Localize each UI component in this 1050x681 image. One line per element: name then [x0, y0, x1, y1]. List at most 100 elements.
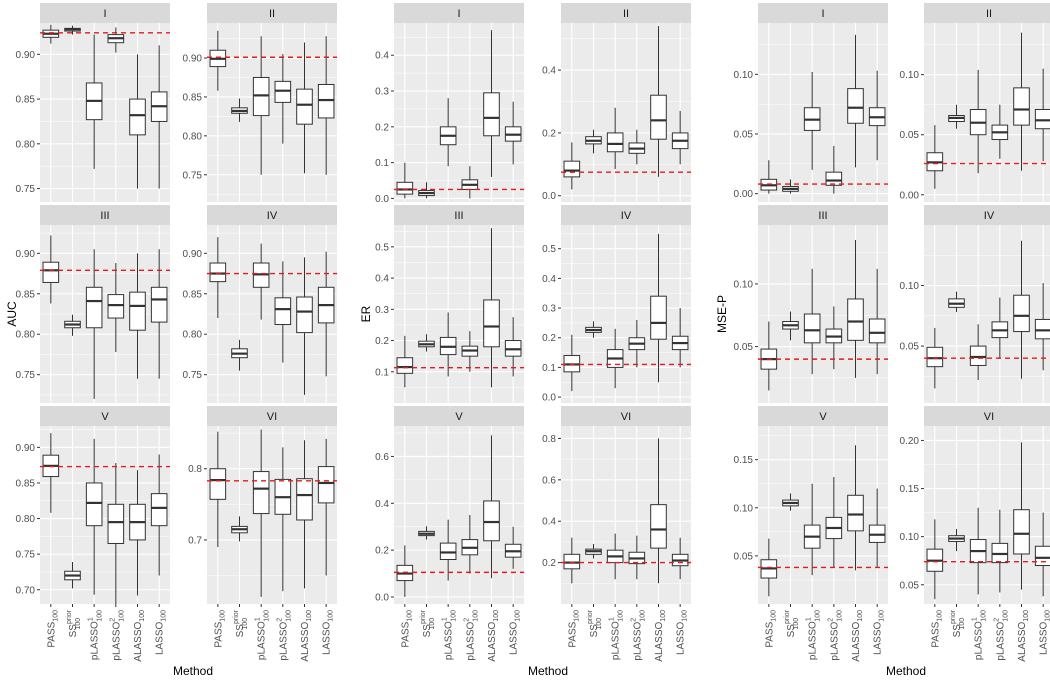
box-ssprior100	[948, 291, 965, 313]
box-plasso1-100	[85, 34, 103, 169]
box-alasso100	[1013, 240, 1030, 379]
panel-strip-title: I	[103, 8, 106, 20]
box-plasso2-100	[628, 535, 646, 580]
y-tick-label: 0.70	[16, 585, 36, 596]
panel-strip	[394, 3, 524, 23]
box-lasso100	[868, 488, 886, 568]
box-plasso1-100	[969, 507, 987, 595]
panel-er-ii: II 0.0 0.2 0.4	[542, 3, 691, 202]
panel-background	[394, 426, 524, 604]
box-iqr	[107, 503, 125, 544]
y-tick-label: 0.2	[542, 333, 556, 344]
box-iqr	[1034, 318, 1050, 340]
box-lasso100	[671, 308, 689, 368]
box-ssprior100	[231, 516, 248, 542]
box-iqr	[107, 294, 125, 319]
box-plasso2-100	[825, 476, 843, 568]
box-iqr	[563, 160, 581, 178]
box-lasso100	[504, 101, 522, 165]
box-pass100	[42, 433, 60, 513]
box-iqr	[317, 466, 335, 504]
panel-strip	[758, 406, 888, 426]
y-axis-label: ER	[359, 305, 373, 322]
y-tick-label: 0.2	[542, 128, 556, 139]
y-tick-label: 0.90	[16, 50, 36, 61]
panel-mse-p-iv: IV 0.05 0.10	[900, 205, 1050, 403]
panel-background	[561, 426, 691, 604]
y-tick-label: 0.05	[900, 130, 920, 141]
panel-background	[40, 426, 170, 604]
y-tick-label: 0.10	[734, 503, 754, 514]
y-tick-label: 0.05	[734, 129, 754, 140]
x-tick-label: SSprior 100	[784, 609, 800, 637]
panel-background	[561, 225, 691, 403]
box-iqr	[650, 295, 667, 340]
box-lasso100	[317, 36, 335, 175]
box-plasso2-100	[107, 463, 125, 604]
x-tick-label: ALASSO100	[851, 610, 864, 662]
box-iqr	[1034, 545, 1050, 567]
box-plasso1-100	[439, 519, 457, 581]
panel-strip-title: III	[818, 210, 827, 222]
panel-strip	[394, 406, 524, 426]
y-tick-label: 0.80	[183, 330, 203, 341]
box-plasso1-100	[803, 268, 821, 375]
box-alasso100	[1013, 32, 1030, 171]
panel-plot-area	[758, 426, 888, 604]
box-ssprior100	[948, 528, 965, 552]
box-alasso100	[296, 440, 313, 589]
box-alasso100	[483, 30, 500, 177]
y-tick-label: 0.0	[542, 191, 556, 202]
box-iqr	[439, 542, 457, 561]
panel-background	[758, 225, 888, 403]
box-pass100	[760, 321, 778, 391]
panel-mse-p-ii: II 0.00 0.05 0.10	[900, 3, 1050, 202]
box-lasso100	[1034, 68, 1050, 162]
panel-strip-title: III	[100, 210, 109, 222]
box-iqr	[209, 262, 227, 283]
box-plasso1-100	[252, 243, 270, 320]
panel-mse-p-i: I 0.00 0.05 0.10	[734, 3, 888, 202]
box-lasso100	[671, 537, 689, 580]
x-tick-label: pLASSO1 100	[88, 610, 104, 660]
box-iqr	[1013, 294, 1030, 333]
y-tick-label: 0.2	[375, 546, 389, 557]
box-pass100	[926, 519, 944, 600]
box-plasso1-100	[85, 438, 103, 595]
panel-strip-title: III	[454, 210, 463, 222]
panel-plot-area	[924, 426, 1050, 604]
box-iqr	[274, 297, 292, 326]
box-iqr	[150, 493, 168, 527]
y-tick-label: 0.4	[542, 517, 556, 528]
x-tick-label: LASSO100	[1039, 610, 1050, 655]
box-pass100	[396, 335, 414, 388]
box-iqr	[969, 345, 987, 366]
box-iqr	[129, 98, 146, 136]
box-lasso100	[868, 70, 886, 161]
box-alasso100	[296, 42, 313, 174]
box-ssprior100	[64, 25, 81, 35]
panel-strip-title: I	[457, 8, 460, 20]
panel-plot-area	[561, 23, 691, 202]
panel-strip	[924, 406, 1050, 426]
box-alasso100	[483, 435, 500, 579]
box-ssprior100	[418, 334, 435, 352]
panel-plot-area	[561, 426, 691, 604]
x-tick-label: SSprior 100	[233, 609, 249, 637]
y-tick-label: 0.90	[16, 443, 36, 454]
y-tick-label: 0.6	[375, 452, 389, 463]
y-tick-label: 0.75	[16, 370, 36, 381]
box-alasso100	[1013, 442, 1030, 590]
box-iqr	[396, 181, 414, 195]
panel-plot-area	[207, 225, 337, 403]
panel-auc-v: V 0.70 0.75 0.80 0.85 0.90 PASS100 SSprior 100 pL…	[16, 406, 170, 662]
panel-background	[924, 23, 1050, 202]
box-plasso1-100	[252, 429, 270, 597]
box-lasso100	[317, 251, 335, 377]
box-iqr	[483, 299, 500, 348]
panel-er-i: I 0.0 0.1 0.2 0.3 0.4	[375, 3, 524, 205]
y-tick-label: 0.90	[183, 249, 203, 260]
x-tick-label: PASS100	[930, 610, 943, 648]
box-ssprior100	[418, 526, 435, 540]
